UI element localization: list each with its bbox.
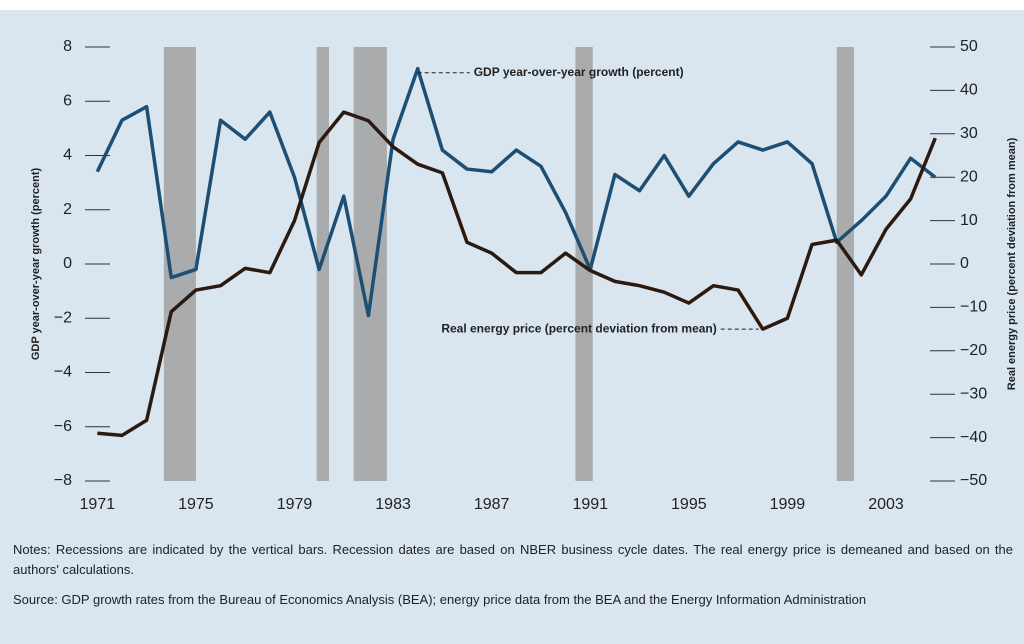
y2-tick-label: 40 bbox=[960, 82, 978, 99]
x-tick-label: 1999 bbox=[770, 496, 806, 513]
y2-tick-label: −10 bbox=[960, 299, 987, 316]
y-tick-label: 2 bbox=[63, 201, 72, 218]
chart: −8−6−4−202468−50−40−30−20−10010203040501… bbox=[30, 38, 1018, 513]
y-axis-label: GDP year-over-year growth (percent) bbox=[30, 167, 42, 360]
series-line bbox=[97, 110, 937, 438]
y2-tick-label: −20 bbox=[960, 342, 987, 359]
y2-tick-label: 0 bbox=[960, 255, 969, 272]
recession-bar bbox=[575, 47, 593, 481]
y-tick-label: 4 bbox=[63, 147, 72, 164]
x-tick-label: 1987 bbox=[474, 496, 510, 513]
y2-tick-label: 50 bbox=[960, 38, 978, 55]
y-tick-label: −6 bbox=[54, 418, 72, 435]
y2-tick-label: −30 bbox=[960, 385, 987, 402]
y-tick-label: 0 bbox=[63, 255, 72, 272]
y2-tick-label: −50 bbox=[960, 472, 987, 489]
y2-tick-label: 10 bbox=[960, 212, 978, 229]
x-tick-label: 1983 bbox=[375, 496, 411, 513]
y-tick-label: −2 bbox=[54, 309, 72, 326]
series-label: Real energy price (percent deviation fro… bbox=[441, 321, 716, 335]
y2-axis-label: Real energy price (percent deviation fro… bbox=[1006, 137, 1018, 390]
x-tick-label: 1995 bbox=[671, 496, 707, 513]
y-tick-label: 6 bbox=[63, 92, 72, 109]
y2-tick-label: 30 bbox=[960, 125, 978, 142]
y2-tick-label: 20 bbox=[960, 168, 978, 185]
notes: Notes: Recessions are indicated by the v… bbox=[13, 542, 1013, 577]
series-label: GDP year-over-year growth (percent) bbox=[474, 65, 684, 79]
x-tick-label: 1971 bbox=[80, 496, 116, 513]
y2-tick-label: −40 bbox=[960, 429, 987, 446]
y-tick-label: −4 bbox=[54, 364, 72, 381]
x-tick-label: 2003 bbox=[868, 496, 904, 513]
series-line bbox=[95, 66, 937, 318]
x-tick-label: 1975 bbox=[178, 496, 214, 513]
x-tick-label: 1979 bbox=[277, 496, 313, 513]
recession-bar bbox=[316, 47, 329, 481]
recession-bar bbox=[836, 47, 854, 481]
source: Source: GDP growth rates from the Bureau… bbox=[13, 592, 867, 607]
y-tick-label: −8 bbox=[54, 472, 72, 489]
x-tick-label: 1991 bbox=[572, 496, 608, 513]
y-tick-label: 8 bbox=[63, 38, 72, 55]
